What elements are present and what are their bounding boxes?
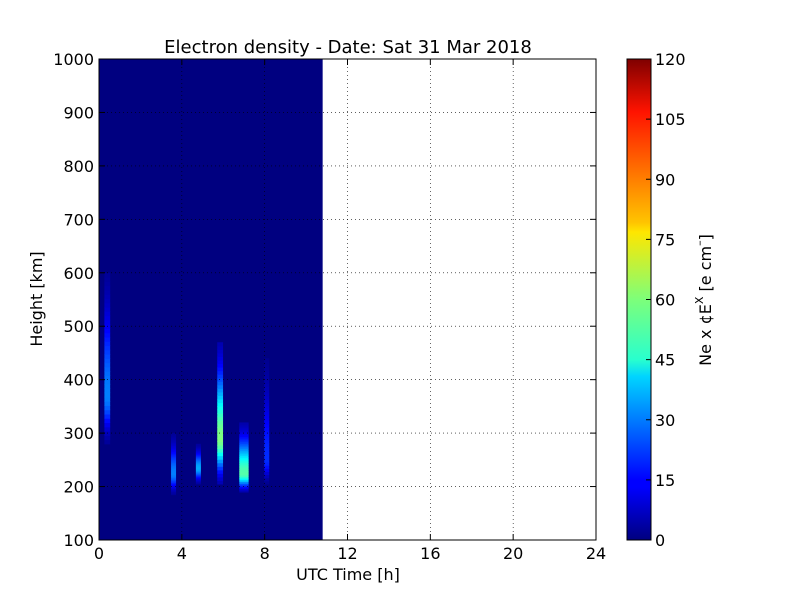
colorbar-label-unit: [e cm: [696, 246, 715, 297]
x-tick-label: 24: [586, 544, 606, 563]
chart-title: Electron density - Date: Sat 31 Mar 2018: [164, 37, 532, 58]
x-tick-label: 0: [94, 544, 104, 563]
x-axis-label: UTC Time [h]: [296, 565, 400, 584]
colorbar-label: Ne x ¢EX [e cm–]: [693, 234, 715, 366]
density-features: [104, 272, 270, 496]
colorbar-tick-label: 105: [655, 110, 686, 129]
y-axis-label: Height [km]: [27, 251, 46, 346]
colorbar-tick-label: 45: [655, 351, 675, 370]
density-feature: [104, 272, 111, 445]
colorbar-tick-label: 60: [655, 291, 675, 310]
y-tick-label: 200: [63, 478, 94, 497]
x-tick-label: 8: [260, 544, 270, 563]
x-tick-label: 16: [420, 544, 440, 563]
density-feature: [217, 342, 224, 485]
colorbar-label-main: Ne x ¢E: [696, 304, 715, 366]
x-tick-label: 20: [503, 544, 523, 563]
y-tick-label: 700: [63, 210, 94, 229]
y-tick-label: 300: [63, 424, 94, 443]
density-feature: [195, 443, 201, 485]
colorbar-tick-label: 120: [655, 50, 686, 69]
colorbar-tick-label: 0: [655, 531, 665, 550]
data-coverage-background: [99, 59, 323, 540]
y-tick-label: 900: [63, 103, 94, 122]
density-feature: [264, 358, 270, 485]
grid: [99, 59, 596, 540]
y-tick-label: 800: [63, 157, 94, 176]
x-tick-label: 4: [177, 544, 187, 563]
plot-area: 0 4 8 12 16 20 24 100 200 300 400 500 600 700 800 900 10…: [53, 50, 606, 563]
y-tick-label: 500: [63, 317, 94, 336]
density-feature: [171, 433, 177, 496]
colorbar-tick-label: 90: [655, 170, 675, 189]
y-tick-label: 100: [63, 531, 94, 550]
y-tick-label: 600: [63, 264, 94, 283]
density-feature: [239, 422, 249, 493]
y-tick-label: 1000: [53, 50, 94, 69]
colorbar: 0 15 30 45 60 75 90 105 120: [626, 50, 686, 550]
y-tick-label: 400: [63, 371, 94, 390]
colorbar-label-sup: X: [693, 296, 706, 304]
colorbar-label-sup2: –: [693, 240, 706, 246]
colorbar-tick-label: 15: [655, 471, 675, 490]
x-tick-label: 12: [337, 544, 357, 563]
colorbar-label-close: ]: [696, 234, 715, 240]
colorbar-tick-label: 30: [655, 411, 675, 430]
colorbar-tick-label: 75: [655, 230, 675, 249]
axes: 0 4 8 12 16 20 24 100 200 300 400 500 600 700 800 900 10…: [53, 50, 606, 563]
